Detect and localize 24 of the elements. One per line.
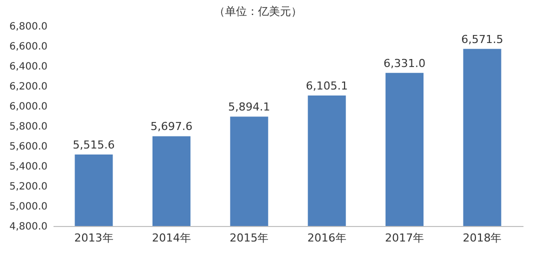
y-tick-label: 6,600.0: [9, 42, 48, 52]
y-tick-label: 5,600.0: [9, 142, 48, 152]
data-label: 6,571.5: [461, 32, 504, 46]
x-tick-label: 2016年: [307, 232, 346, 244]
y-tick-label: 6,200.0: [9, 82, 48, 92]
data-label: 6,105.1: [306, 79, 348, 92]
y-tick-label: 6,000.0: [9, 102, 48, 112]
y-tick-label: 5,000.0: [9, 202, 48, 212]
data-label: 5,697.6: [150, 120, 192, 134]
data-label: 6,331.0: [384, 56, 426, 70]
chart-title: （单位：亿美元）: [214, 5, 302, 18]
y-tick-label: 4,800.0: [9, 222, 48, 232]
x-tick-label: 2015年: [230, 232, 269, 244]
x-tick-label: 2014年: [152, 232, 191, 244]
data-label: 5,894.1: [228, 100, 270, 114]
y-tick-label: 5,800.0: [9, 122, 48, 132]
x-tick-label: 2018年: [462, 232, 502, 244]
data-label: 5,515.6: [72, 138, 115, 152]
y-tick-label: 6,800.0: [9, 22, 48, 32]
y-tick-label: 6,400.0: [9, 62, 48, 72]
y-tick-label: 5,200.0: [9, 182, 48, 192]
x-tick-label: 2017年: [385, 232, 424, 244]
y-tick-label: 5,400.0: [9, 162, 48, 172]
x-tick-label: 2013年: [74, 232, 114, 244]
